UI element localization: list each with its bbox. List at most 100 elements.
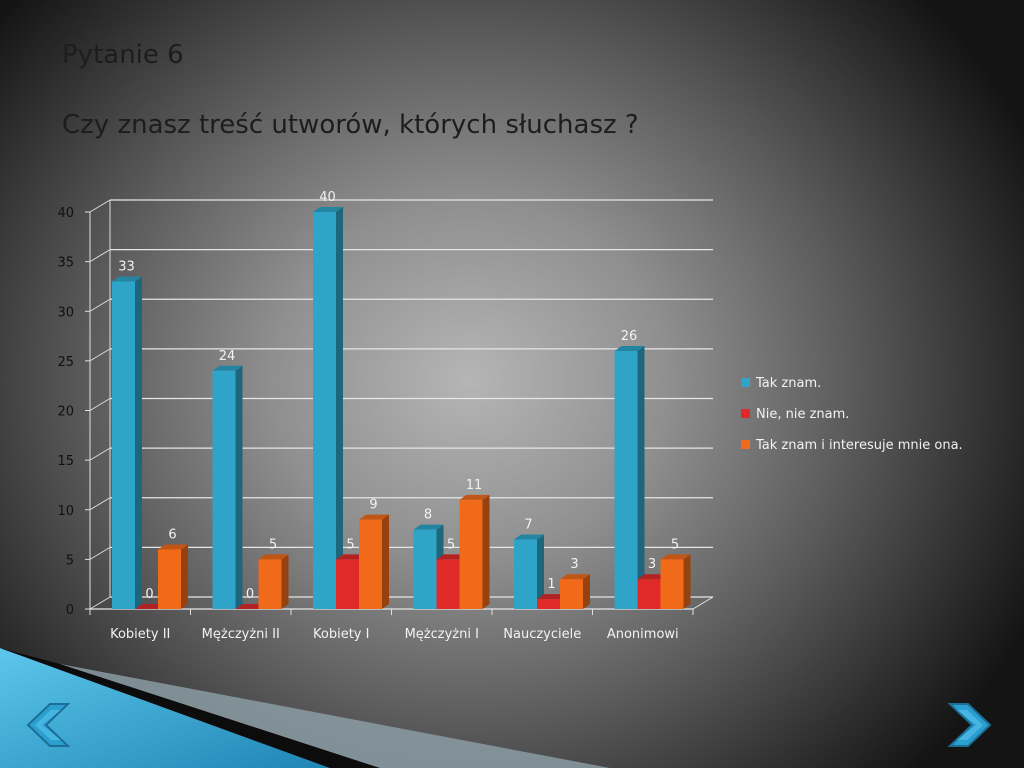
bar-face bbox=[112, 276, 142, 282]
bar bbox=[359, 514, 389, 609]
bar-face bbox=[313, 212, 336, 609]
x-tick-label: Anonimowi bbox=[607, 627, 679, 642]
bar-face bbox=[359, 519, 382, 609]
legend-label: Tak znam i interesuje mnie ona. bbox=[755, 438, 963, 453]
corner-gray-band bbox=[60, 664, 610, 768]
bar-face bbox=[637, 345, 645, 609]
bar-face bbox=[158, 549, 181, 609]
data-label: 24 bbox=[219, 349, 236, 364]
data-label: 8 bbox=[424, 508, 432, 523]
side-wall-line bbox=[89, 298, 111, 312]
bar-face bbox=[683, 554, 691, 609]
x-tick-label: Kobiety I bbox=[313, 627, 369, 642]
floor-edge bbox=[692, 596, 714, 610]
bar-face bbox=[660, 554, 691, 560]
bar bbox=[459, 494, 490, 609]
y-tick-label: 35 bbox=[57, 256, 74, 271]
bar-face bbox=[158, 544, 188, 550]
bar-face bbox=[258, 559, 282, 609]
bar-face bbox=[637, 579, 661, 609]
side-wall-line bbox=[89, 596, 111, 610]
bar-face bbox=[459, 494, 490, 500]
data-label: 5 bbox=[346, 537, 354, 552]
data-label: 1 bbox=[547, 577, 555, 592]
bar bbox=[660, 554, 691, 609]
y-tick-label: 25 bbox=[57, 355, 74, 370]
side-wall-line bbox=[89, 249, 111, 263]
slide-title: Pytanie 6 bbox=[62, 40, 184, 70]
bar-face bbox=[135, 276, 142, 609]
side-wall-line bbox=[89, 398, 111, 411]
bar bbox=[135, 604, 165, 609]
bar bbox=[212, 365, 243, 609]
prev-slide-button[interactable] bbox=[18, 700, 74, 750]
bar-face bbox=[514, 534, 544, 540]
bar-face bbox=[583, 574, 590, 609]
side-wall-line bbox=[89, 447, 111, 461]
bar-face bbox=[660, 559, 684, 609]
y-tick-label: 15 bbox=[57, 454, 74, 469]
bar-face bbox=[281, 554, 289, 609]
bar bbox=[158, 544, 188, 609]
bar bbox=[614, 345, 645, 609]
y-tick-label: 0 bbox=[66, 603, 74, 618]
legend-swatch bbox=[741, 440, 750, 449]
bar-face bbox=[560, 574, 590, 580]
bar-face bbox=[336, 554, 366, 560]
legend-swatch bbox=[741, 409, 750, 418]
bar-face bbox=[313, 207, 343, 212]
bar-face bbox=[436, 559, 460, 609]
bar-face bbox=[212, 365, 243, 371]
bar-face bbox=[336, 559, 359, 609]
bar-face bbox=[537, 599, 560, 609]
bar-face bbox=[614, 345, 645, 351]
next-slide-button[interactable] bbox=[944, 700, 1000, 750]
bar-face bbox=[413, 529, 437, 609]
bar-face bbox=[637, 574, 668, 580]
x-tick-label: Mężczyżni I bbox=[405, 627, 479, 642]
y-tick-label: 10 bbox=[57, 504, 74, 519]
data-label: 5 bbox=[447, 537, 455, 552]
bar bbox=[560, 574, 590, 609]
y-tick-label: 40 bbox=[57, 206, 74, 221]
bar-face bbox=[235, 365, 243, 609]
bar-face bbox=[112, 281, 135, 609]
data-label: 26 bbox=[621, 329, 638, 344]
bar-face bbox=[135, 604, 165, 609]
side-wall-line bbox=[89, 497, 111, 511]
x-tick-label: Kobiety II bbox=[110, 627, 170, 642]
bar-face bbox=[514, 539, 537, 609]
x-tick-label: Nauczyciele bbox=[503, 627, 581, 642]
bar bbox=[112, 276, 142, 609]
side-wall-line bbox=[89, 546, 111, 560]
bar-face bbox=[413, 524, 444, 530]
bar-face bbox=[537, 534, 544, 609]
bar-face bbox=[235, 604, 266, 609]
legend-label: Tak znam. bbox=[755, 376, 821, 391]
bar-face bbox=[537, 594, 567, 600]
corner-black-band bbox=[0, 648, 380, 768]
data-label: 3 bbox=[648, 557, 656, 572]
chevron-right-icon bbox=[947, 703, 992, 747]
y-tick-label: 5 bbox=[66, 553, 74, 568]
bar bbox=[313, 207, 343, 609]
data-label: 5 bbox=[671, 537, 679, 552]
bar-face bbox=[482, 494, 490, 609]
slide-subtitle: Czy znasz treść utworów, których słuchas… bbox=[62, 110, 639, 140]
bar-face bbox=[614, 350, 638, 609]
legend-swatch bbox=[741, 378, 750, 387]
data-label: 0 bbox=[145, 587, 153, 602]
side-wall-line bbox=[89, 199, 111, 213]
data-label: 40 bbox=[319, 190, 336, 205]
bar-face bbox=[212, 370, 236, 609]
bar-face bbox=[560, 579, 583, 609]
bar-face bbox=[336, 207, 343, 609]
x-tick-label: Mężczyżni II bbox=[202, 627, 280, 642]
data-label: 3 bbox=[570, 557, 578, 572]
y-tick-label: 30 bbox=[57, 305, 74, 320]
bar-face bbox=[382, 514, 389, 609]
data-label: 0 bbox=[246, 587, 254, 602]
bar bbox=[514, 534, 544, 609]
